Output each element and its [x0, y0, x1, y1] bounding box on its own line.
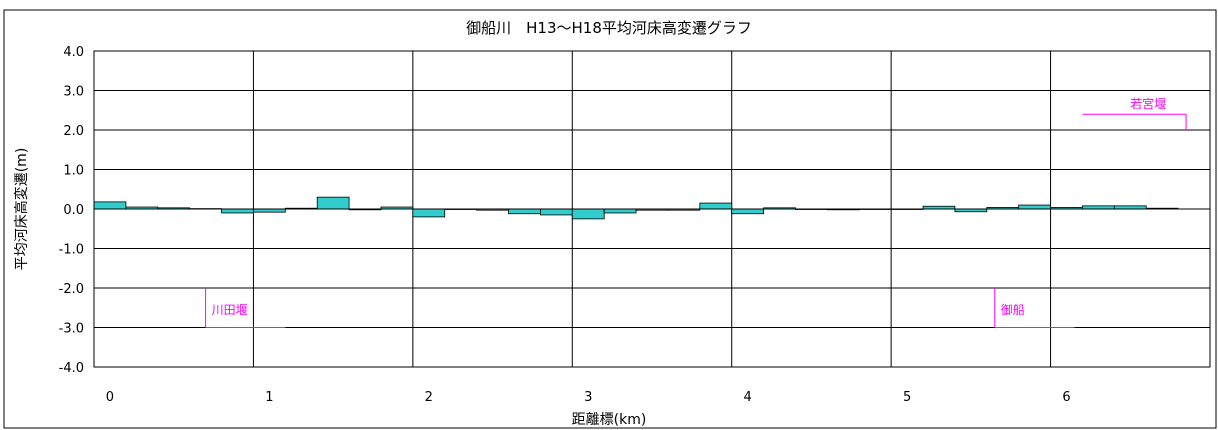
- annotation-label: 御船: [1001, 302, 1025, 317]
- y-tick-label: 3.0: [63, 85, 84, 100]
- bar: [413, 209, 445, 217]
- y-tick-label: 4.0: [63, 45, 84, 60]
- y-tick-label: 0.0: [63, 203, 84, 218]
- bar: [509, 209, 541, 214]
- y-tick-label: -4.0: [59, 361, 84, 376]
- y-tick-label: 2.0: [63, 124, 84, 139]
- x-axis-label: 距離標(km): [572, 411, 647, 428]
- y-tick-label: 1.0: [63, 164, 84, 179]
- x-tick-label: 6: [1062, 390, 1070, 405]
- y-tick-label: -2.0: [59, 282, 84, 297]
- bar: [1019, 205, 1051, 209]
- x-tick-label: 0: [106, 390, 114, 405]
- y-axis-label: 平均河床高変遷(m): [13, 148, 30, 271]
- bar: [572, 209, 604, 219]
- bar: [222, 209, 254, 213]
- annotation-label: 若宮堰: [1130, 96, 1166, 111]
- y-tick-label: -1.0: [59, 243, 84, 258]
- y-tick-label: -3.0: [59, 322, 84, 337]
- chart-title: 御船川 H13～H18平均河床高変遷グラフ: [466, 19, 752, 37]
- x-tick-label: 4: [744, 390, 752, 405]
- x-tick-label: 3: [584, 390, 592, 405]
- bar: [732, 209, 764, 214]
- bar: [700, 203, 732, 209]
- x-tick-label: 5: [903, 390, 911, 405]
- plot-area: -4.0 -3.0 -2.0 -1.0 0.0 1.0 2.0 3.0 4.0 0 1 2 3 4 5 6 川田…: [59, 45, 1210, 405]
- bar: [317, 197, 349, 209]
- bar: [540, 209, 572, 215]
- annotation-label: 川田堰: [212, 303, 248, 317]
- x-tick-label: 1: [265, 390, 273, 405]
- bar: [94, 202, 126, 209]
- bar: [604, 209, 636, 213]
- x-tick-label: 2: [425, 390, 433, 405]
